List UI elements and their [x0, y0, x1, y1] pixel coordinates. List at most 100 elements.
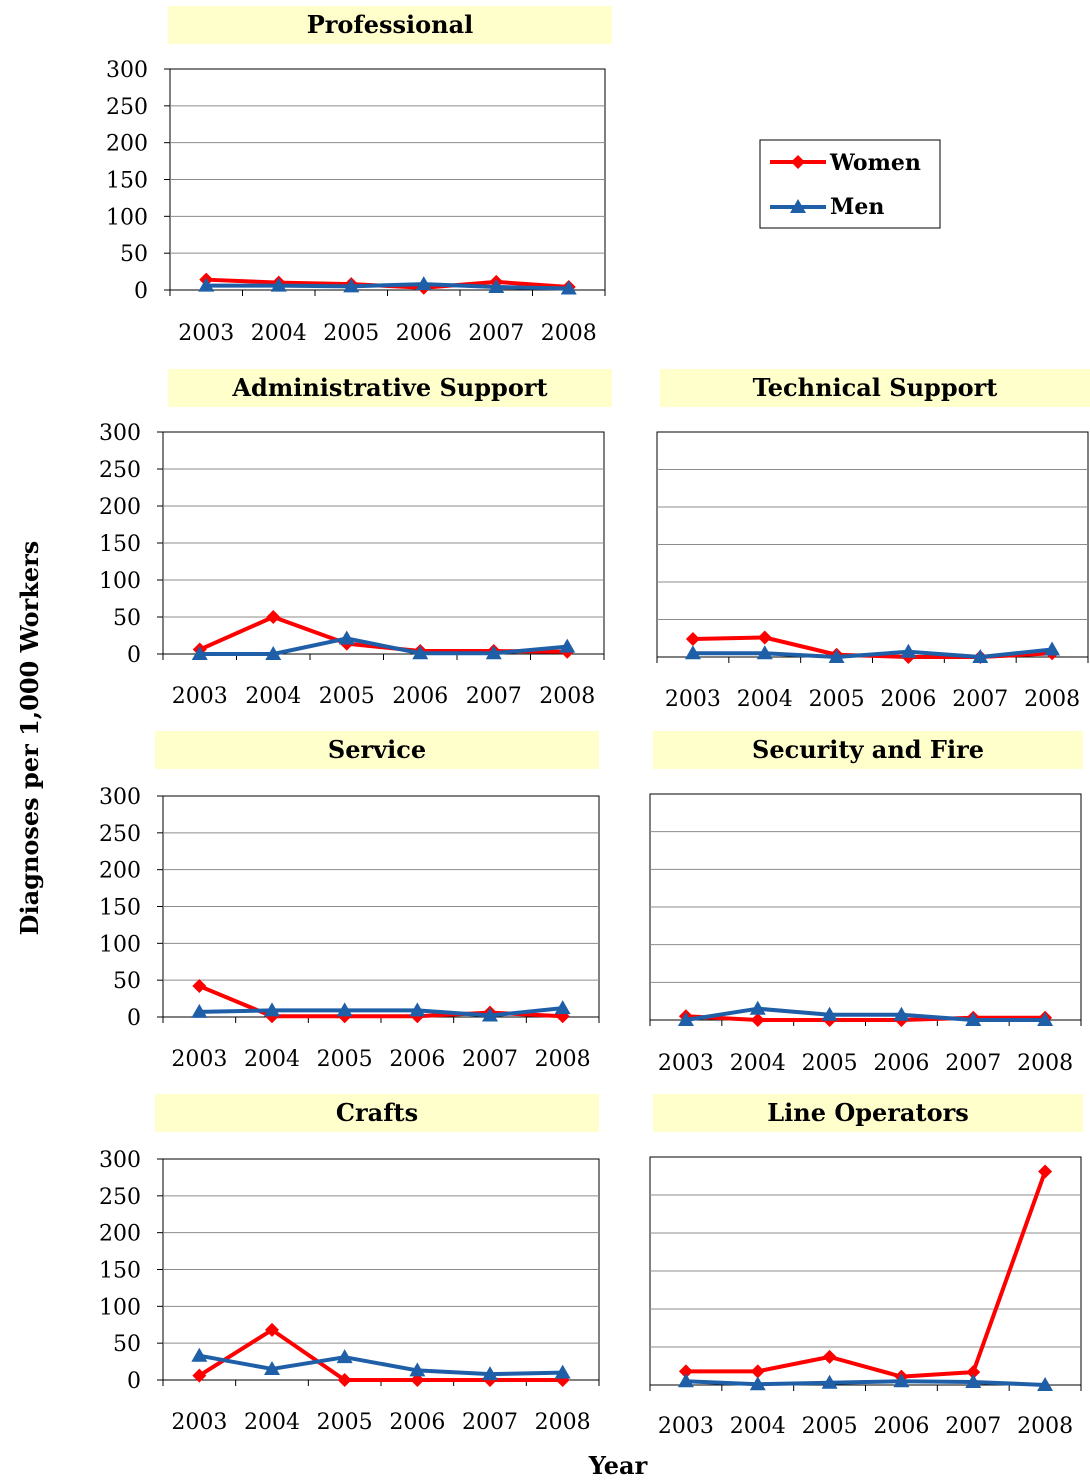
y-tick-label: 150 — [99, 532, 141, 557]
panel-title-banner — [155, 1094, 599, 1132]
x-tick-label: 2007 — [945, 1051, 1001, 1076]
data-point-men — [1044, 641, 1061, 656]
x-tick-label: 2008 — [539, 684, 595, 709]
y-tick-label: 0 — [134, 279, 148, 304]
data-point-men — [1037, 1377, 1054, 1391]
x-tick-label: 2005 — [317, 1047, 373, 1072]
data-point-men — [409, 1002, 426, 1017]
x-tick-label: 2005 — [802, 1051, 858, 1076]
legend-men-label: Men — [830, 194, 884, 220]
y-tick-label: 150 — [106, 169, 148, 194]
panel-title-banner — [168, 6, 612, 44]
x-tick-label: 2007 — [462, 1047, 518, 1072]
data-point-women — [757, 630, 772, 645]
data-point-men — [265, 646, 282, 660]
data-point-men — [559, 638, 576, 653]
legend-box — [759, 139, 941, 229]
data-point-women — [265, 1322, 279, 1337]
x-tick-label: 2008 — [1024, 687, 1080, 712]
x-tick-label: 2003 — [178, 321, 234, 346]
series-men — [191, 1000, 571, 1022]
data-point-women — [678, 1364, 693, 1379]
data-point-men — [191, 1347, 208, 1362]
x-tick-label: 2004 — [244, 1410, 300, 1435]
series-men — [684, 641, 1061, 663]
data-point-men — [554, 1000, 571, 1015]
y-tick-label: 200 — [106, 132, 148, 157]
x-tick-label: 2008 — [541, 321, 597, 346]
data-point-men — [821, 1374, 838, 1389]
series-line-women — [198, 1327, 563, 1382]
x-tick-label: 2006 — [873, 1051, 929, 1076]
x-tick-label: 2005 — [802, 1414, 858, 1439]
series-line-men — [692, 647, 1053, 659]
panel-service: Service 300 250 200 150 100 50 0 2003 2004 2005 200… — [99, 731, 600, 1072]
x-tick-label: 2004 — [251, 321, 307, 346]
legend-women-marker — [791, 155, 805, 169]
data-point-women — [750, 1364, 765, 1379]
series-men — [191, 630, 576, 660]
data-point-men — [893, 1006, 910, 1021]
panels: Professional 300 250 200 150 100 50 0 2003 2004 20… — [99, 6, 1090, 1439]
y-tick-label: 100 — [106, 205, 148, 230]
data-point-men — [965, 1373, 982, 1388]
series-line-men — [199, 1006, 563, 1018]
x-tick-label: 2008 — [1017, 1051, 1073, 1076]
y-tick-label: 250 — [99, 822, 141, 847]
x-tick-label: 2003 — [658, 1414, 714, 1439]
data-point-men — [488, 279, 505, 294]
series-line-men — [685, 1379, 1046, 1387]
panel-professional: Professional 300 250 200 150 100 50 0 2003 2004 20… — [106, 6, 612, 346]
data-point-men — [972, 649, 989, 663]
y-tick-label: 250 — [106, 95, 148, 120]
y-tick-label: 0 — [127, 643, 141, 668]
y-tick-label: 100 — [99, 1295, 141, 1320]
series-line-men — [206, 282, 569, 291]
x-tick-label: 2004 — [245, 684, 301, 709]
data-point-women — [1038, 1164, 1053, 1179]
x-tick-label: 2005 — [323, 321, 379, 346]
series-line-men — [198, 1353, 563, 1377]
panel-crafts: Crafts 300 250 200 150 100 50 0 2003 2004 2005 2006… — [99, 1094, 600, 1435]
y-tick-label: 50 — [113, 969, 141, 994]
data-point-men — [749, 1376, 766, 1391]
data-point-men — [343, 278, 360, 293]
x-tick-label: 2004 — [730, 1414, 786, 1439]
data-point-men — [191, 1003, 208, 1018]
data-point-women — [192, 1368, 207, 1383]
data-point-men — [270, 277, 287, 292]
y-tick-label: 150 — [99, 1259, 141, 1284]
data-point-men — [415, 276, 432, 291]
panel-title: Service — [328, 735, 426, 764]
x-tick-label: 2004 — [244, 1047, 300, 1072]
y-tick-label: 50 — [113, 606, 141, 631]
panel-title: Crafts — [336, 1098, 418, 1127]
panel-title-banner — [168, 369, 612, 407]
panel-title: Technical Support — [753, 373, 998, 402]
y-tick-label: 200 — [99, 859, 141, 884]
x-tick-label: 2007 — [468, 321, 524, 346]
data-point-men — [893, 1373, 910, 1388]
y-tick-label: 250 — [99, 1185, 141, 1210]
x-tick-label: 2008 — [535, 1410, 591, 1435]
x-tick-label: 2005 — [809, 687, 865, 712]
x-tick-label: 2006 — [880, 687, 936, 712]
data-point-men — [756, 645, 773, 660]
data-point-women — [966, 1365, 981, 1380]
y-tick-label: 300 — [99, 421, 141, 446]
x-tick-label: 2005 — [319, 684, 375, 709]
x-tick-label: 2005 — [317, 1410, 373, 1435]
legend-women-label: Women — [829, 150, 921, 176]
series-line-men — [685, 1006, 1046, 1022]
x-tick-label: 2006 — [873, 1414, 929, 1439]
legend-men-marker — [790, 199, 806, 213]
series-line-women — [685, 1170, 1047, 1379]
panel-security-and-fire: Security and Fire 2003 2004 2005 2006 2007 200… — [649, 731, 1083, 1076]
data-point-women — [266, 610, 281, 624]
y-tick-label: 50 — [120, 242, 148, 267]
data-point-men — [409, 1362, 426, 1377]
panel-title-banner — [660, 369, 1090, 407]
x-tick-label: 2007 — [952, 687, 1008, 712]
data-point-men — [191, 646, 208, 660]
